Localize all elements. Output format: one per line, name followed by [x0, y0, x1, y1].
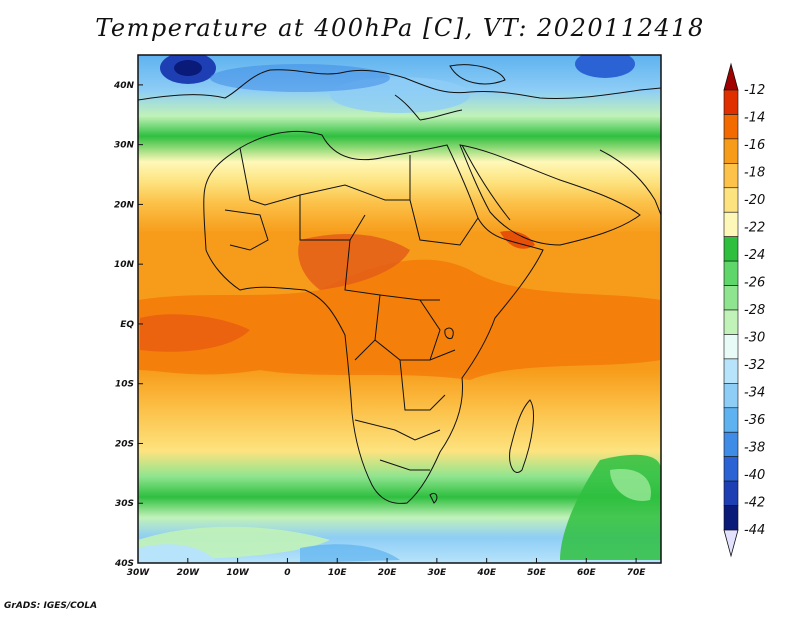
y-tick-label: EQ: [120, 320, 134, 330]
y-tick-label: 30S: [115, 499, 134, 509]
x-tick-label: 50E: [527, 568, 547, 578]
colorbar-label: -18: [744, 166, 765, 181]
x-tick-label: 10W: [226, 568, 250, 578]
colorbar-label: -22: [744, 221, 765, 236]
colorbar-label: -38: [744, 441, 765, 456]
colorbar-label: -30: [744, 331, 765, 346]
colorbar-top-arrow: [723, 62, 739, 91]
colorbar-bin: [723, 285, 739, 311]
y-tick-label: 40N: [113, 81, 135, 91]
temperature-field: [138, 55, 661, 563]
y-axis: 40N 30N 20N 10N EQ 10S 20S 30S 40S: [113, 81, 143, 569]
colorbar-label: -32: [744, 358, 765, 373]
colorbar-bottom-arrow: [723, 529, 739, 558]
colorbar-bin: [723, 89, 739, 115]
colorbar-label: -26: [744, 276, 765, 291]
x-tick-label: 0: [284, 568, 290, 578]
colorbar-bin: [723, 309, 739, 335]
colorbar-bin: [723, 114, 739, 140]
x-tick-label: 20W: [177, 568, 201, 578]
y-tick-label: 30N: [114, 141, 135, 151]
colorbar-label: -14: [744, 111, 765, 126]
x-tick-label: 20E: [378, 568, 398, 578]
colorbar-label: -44: [744, 523, 765, 538]
y-tick-label: 10S: [115, 380, 134, 390]
colorbar-bin: [723, 236, 739, 262]
colorbar-label: -16: [744, 138, 765, 153]
x-tick-label: 30W: [127, 568, 151, 578]
colorbar-bin: [723, 163, 739, 189]
y-tick-label: 20N: [114, 200, 135, 210]
x-axis: 30W 20W 10W 0 10E 20E 30E 40E 50E 60E 70E: [127, 558, 647, 578]
x-tick-label: 30E: [428, 568, 448, 578]
plot-frame: [137, 54, 662, 564]
colorbar-bin: [723, 358, 739, 384]
colorbar-bin: [723, 407, 739, 433]
y-tick-label: 40S: [114, 559, 134, 569]
x-tick-label: 70E: [627, 568, 647, 578]
colorbar-bin: [723, 383, 739, 409]
colorbar-bin: [723, 187, 739, 213]
colorbar-label: -42: [744, 496, 765, 511]
colorbar-label: -40: [744, 468, 765, 483]
colorbar-bin: [723, 260, 739, 286]
colorbar-label: -20: [744, 193, 765, 208]
map-title: Temperature at 400hPa [C], VT: 202011241…: [95, 14, 705, 42]
colorbar-bin: [723, 334, 739, 360]
y-tick-label: 20S: [115, 439, 134, 449]
colorbar-bin: [723, 431, 739, 457]
footer-credit: GrADS: IGES/COLA: [4, 601, 98, 611]
coastlines: [138, 64, 661, 504]
colorbar-bin: [723, 211, 739, 237]
colorbar-label: -34: [744, 386, 765, 401]
colorbar: -12 -14 -16 -18 -20 -22 -24 -26 -28 -30 -32 -34 -36 -…: [723, 62, 765, 558]
x-tick-label: 60E: [577, 568, 597, 578]
colorbar-label: -36: [744, 413, 765, 428]
colorbar-label: -28: [744, 303, 765, 318]
x-tick-label: 40E: [476, 568, 497, 578]
colorbar-label: -24: [744, 248, 765, 263]
y-tick-label: 10N: [114, 260, 135, 270]
colorbar-bin: [723, 505, 739, 531]
colorbar-label: -12: [744, 83, 765, 98]
colorbar-bin: [723, 138, 739, 164]
x-tick-label: 10E: [328, 568, 348, 578]
colorbar-bin: [723, 480, 739, 506]
colorbar-bin: [723, 456, 739, 482]
